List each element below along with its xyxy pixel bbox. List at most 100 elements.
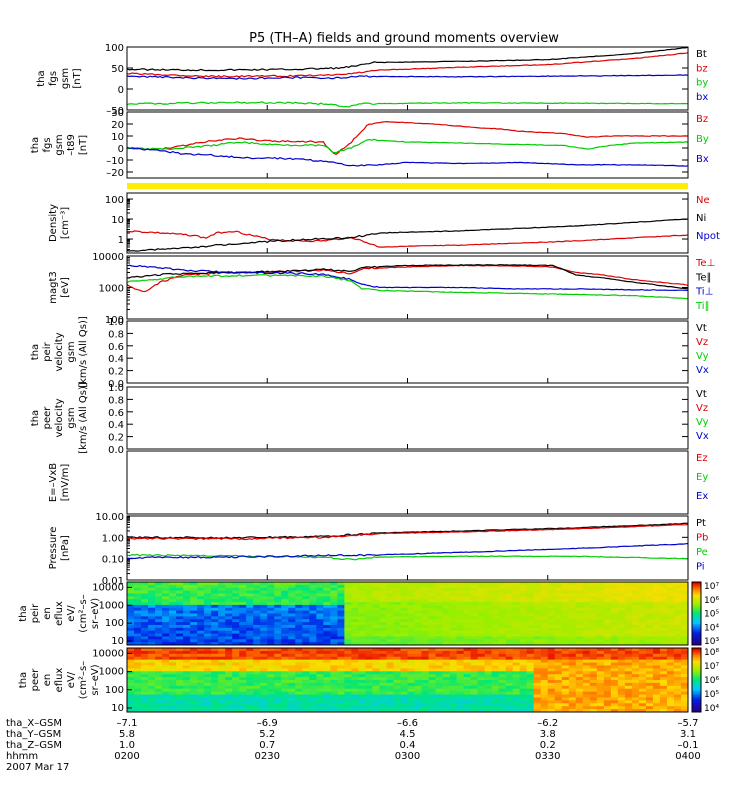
- spectrogram-cell: [610, 633, 619, 637]
- spectrogram-cell: [260, 671, 268, 675]
- spectrogram-cell: [449, 659, 458, 664]
- spectrogram-cell: [316, 587, 324, 592]
- spectrogram-cell: [610, 653, 619, 658]
- spectrogram-cell: [582, 691, 591, 696]
- spectrogram-cell: [176, 599, 184, 603]
- spectrogram-cell: [470, 619, 479, 623]
- spectrogram-cell: [547, 674, 556, 678]
- spectrogram-cell: [533, 662, 542, 666]
- spectrogram-cell: [302, 610, 310, 614]
- spectrogram-cell: [498, 624, 507, 629]
- spectrogram-cell: [589, 582, 598, 586]
- spectrogram-cell: [267, 648, 275, 652]
- spectrogram-cell: [351, 590, 359, 594]
- spectrogram-cell: [645, 656, 654, 661]
- spectrogram-cell: [183, 682, 191, 687]
- spectrogram-cell: [568, 636, 577, 640]
- spectrogram-cell: [323, 703, 331, 707]
- spectrogram-cell: [603, 624, 612, 629]
- spectrogram-cell: [351, 636, 359, 640]
- spectrogram-cell: [232, 604, 240, 609]
- spectrogram-cell: [624, 662, 633, 666]
- spectrogram-cell: [239, 639, 247, 643]
- spectrogram-cell: [316, 680, 324, 684]
- spectrogram-cell: [239, 653, 247, 658]
- spectrogram-cell: [477, 648, 486, 652]
- spectrogram-cell: [673, 590, 682, 594]
- spectrogram-cell: [393, 653, 401, 658]
- spectrogram-cell: [673, 653, 682, 658]
- spectrogram-cell: [358, 697, 366, 701]
- spectrogram-cell: [190, 604, 198, 609]
- spectrogram-cell: [540, 624, 549, 629]
- spectrogram-cell: [414, 616, 423, 620]
- spectrogram-cell: [561, 604, 570, 609]
- spectrogram-cell: [344, 680, 352, 684]
- spectrogram-cell: [603, 604, 612, 609]
- spectrogram-cell: [659, 610, 668, 614]
- spectrogram-cell: [610, 593, 619, 597]
- spectrogram-cell: [484, 688, 493, 693]
- spectrogram-cell: [407, 627, 416, 632]
- spectrogram-cell: [652, 642, 661, 646]
- spectrogram-cell: [519, 659, 528, 664]
- spectrogram-cell: [127, 677, 135, 681]
- spectrogram-cell: [414, 653, 423, 658]
- legend-Vz: Vz: [696, 403, 708, 414]
- spectrogram-cell: [421, 639, 430, 643]
- spectrogram-cell: [610, 688, 619, 693]
- spectrogram-cell: [519, 613, 528, 617]
- spectrogram-cell: [246, 630, 254, 635]
- spectrogram-cell: [197, 630, 205, 635]
- spectrogram-cell: [148, 650, 156, 655]
- spectrogram-cell: [169, 590, 177, 594]
- spectrogram-cell: [204, 671, 212, 675]
- spectrogram-cell: [456, 691, 465, 696]
- spectrogram-cell: [435, 582, 444, 586]
- spectrogram-cell: [659, 682, 668, 687]
- spectrogram-cell: [540, 584, 549, 589]
- spectrogram-cell: [680, 653, 689, 658]
- spectrogram-cell: [225, 656, 233, 661]
- spectrogram-cell: [484, 599, 493, 603]
- spectrogram-cell: [449, 613, 458, 617]
- spectrogram-cell: [526, 596, 535, 600]
- spectrogram-cell: [673, 694, 682, 698]
- spectrogram-cell: [652, 602, 661, 606]
- spectrogram-cell: [624, 659, 633, 664]
- spectrogram-cell: [624, 582, 633, 586]
- spectrogram-cell: [253, 630, 261, 635]
- spectrogram-cell: [211, 691, 219, 696]
- spectrogram-cell: [561, 582, 570, 586]
- spectrogram-cell: [351, 694, 359, 698]
- spectrogram-cell: [463, 639, 472, 643]
- spectrogram-cell: [372, 668, 380, 672]
- spectrogram-cell: [302, 682, 310, 687]
- spectrogram-cell: [176, 682, 184, 687]
- spectrogram-cell: [596, 616, 605, 620]
- spectrogram-cell: [680, 682, 689, 687]
- spectrogram-cell: [582, 616, 591, 620]
- spectrogram-cell: [666, 630, 675, 635]
- spectrogram-cell: [232, 639, 240, 643]
- spectrogram-cell: [225, 593, 233, 597]
- spectrogram-cell: [624, 653, 633, 658]
- spectrogram-cell: [596, 639, 605, 643]
- spectrogram-cell: [323, 665, 331, 669]
- spectrogram-cell: [379, 703, 387, 707]
- spectrogram-cell: [603, 630, 612, 635]
- spectrogram-cell: [162, 694, 170, 698]
- spectrogram-cell: [295, 613, 303, 617]
- spectrogram-cell: [134, 662, 142, 666]
- spectrogram-cell: [218, 610, 226, 614]
- spectrogram-cell: [295, 697, 303, 701]
- spectrogram-cell: [631, 599, 640, 603]
- spectrogram-cell: [589, 706, 598, 710]
- spectrogram-cell: [232, 607, 240, 612]
- spectrogram-cell: [435, 622, 444, 626]
- spectrogram-cell: [624, 636, 633, 640]
- spectrogram-cell: [449, 668, 458, 672]
- spectrogram-cell: [596, 697, 605, 701]
- spectrogram-cell: [512, 668, 521, 672]
- spectrogram-cell: [589, 682, 598, 687]
